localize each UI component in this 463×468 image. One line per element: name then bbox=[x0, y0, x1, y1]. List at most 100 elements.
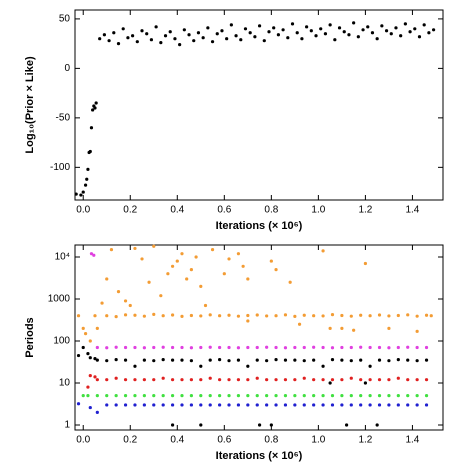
point bbox=[293, 314, 297, 319]
point bbox=[312, 314, 316, 318]
point bbox=[227, 345, 231, 350]
point bbox=[394, 26, 398, 30]
point bbox=[352, 328, 356, 332]
point bbox=[105, 394, 109, 398]
point bbox=[302, 345, 306, 350]
y-tick-label: 100 bbox=[53, 336, 70, 347]
point bbox=[114, 394, 118, 398]
point bbox=[389, 32, 393, 36]
point bbox=[189, 359, 193, 363]
y-tick-label: 10⁴ bbox=[55, 252, 70, 263]
point bbox=[384, 29, 389, 33]
point bbox=[161, 394, 165, 398]
point bbox=[377, 358, 382, 362]
point bbox=[88, 373, 92, 378]
point bbox=[300, 37, 304, 41]
point bbox=[236, 378, 241, 382]
y-tick-label: -100 bbox=[50, 162, 70, 173]
point bbox=[236, 403, 241, 407]
point bbox=[88, 405, 92, 410]
point bbox=[168, 30, 172, 34]
point bbox=[180, 314, 184, 319]
point bbox=[321, 249, 325, 253]
point bbox=[128, 303, 132, 308]
point bbox=[88, 149, 92, 154]
point bbox=[274, 345, 278, 350]
point bbox=[396, 403, 400, 407]
point bbox=[154, 25, 158, 29]
point bbox=[387, 314, 391, 318]
point bbox=[88, 339, 92, 343]
point bbox=[330, 313, 335, 317]
point bbox=[403, 22, 407, 26]
point bbox=[236, 314, 241, 318]
point bbox=[380, 24, 384, 28]
x-tick-label: 1.4 bbox=[405, 435, 419, 446]
point bbox=[406, 394, 410, 398]
point bbox=[396, 358, 400, 362]
point bbox=[100, 301, 104, 305]
point bbox=[180, 378, 184, 382]
point bbox=[387, 326, 391, 330]
point bbox=[161, 358, 165, 362]
point bbox=[281, 28, 285, 32]
point bbox=[255, 345, 259, 350]
point bbox=[227, 394, 231, 398]
point bbox=[161, 314, 165, 318]
point bbox=[95, 394, 99, 398]
x-tick-label: 1.2 bbox=[358, 435, 372, 446]
point bbox=[114, 315, 118, 319]
point bbox=[359, 313, 363, 317]
point bbox=[152, 312, 156, 316]
y-tick-label: 0 bbox=[64, 63, 70, 74]
point bbox=[133, 403, 137, 407]
point bbox=[112, 31, 116, 35]
point bbox=[387, 394, 391, 398]
point bbox=[340, 358, 344, 362]
point bbox=[86, 394, 90, 398]
point bbox=[105, 378, 109, 382]
point bbox=[81, 345, 85, 350]
point bbox=[246, 378, 250, 382]
point bbox=[363, 261, 368, 266]
point bbox=[180, 358, 184, 362]
point bbox=[363, 381, 368, 385]
point bbox=[123, 358, 128, 362]
point bbox=[424, 358, 429, 362]
point bbox=[208, 394, 212, 398]
point bbox=[359, 358, 363, 362]
point bbox=[265, 314, 269, 318]
point bbox=[180, 394, 184, 398]
point bbox=[309, 29, 313, 33]
point bbox=[142, 346, 146, 350]
point bbox=[377, 394, 382, 398]
point bbox=[344, 423, 349, 427]
point bbox=[133, 378, 137, 382]
point bbox=[321, 345, 325, 350]
point bbox=[243, 27, 248, 31]
point bbox=[95, 326, 99, 330]
point bbox=[396, 394, 400, 398]
point bbox=[89, 126, 94, 130]
point bbox=[424, 394, 429, 398]
point bbox=[89, 252, 94, 256]
point bbox=[218, 394, 222, 398]
point bbox=[189, 268, 193, 272]
point bbox=[79, 193, 83, 197]
point bbox=[340, 378, 344, 382]
y-tick-label: 10 bbox=[59, 378, 71, 389]
point bbox=[246, 345, 250, 350]
point bbox=[199, 403, 203, 407]
point bbox=[109, 247, 114, 252]
point bbox=[236, 394, 241, 398]
point bbox=[269, 259, 273, 263]
point bbox=[189, 346, 193, 350]
point bbox=[340, 313, 344, 318]
point bbox=[302, 376, 306, 380]
point bbox=[199, 345, 203, 350]
point bbox=[227, 378, 231, 382]
point bbox=[328, 381, 332, 385]
point bbox=[321, 364, 325, 368]
point bbox=[246, 394, 250, 398]
